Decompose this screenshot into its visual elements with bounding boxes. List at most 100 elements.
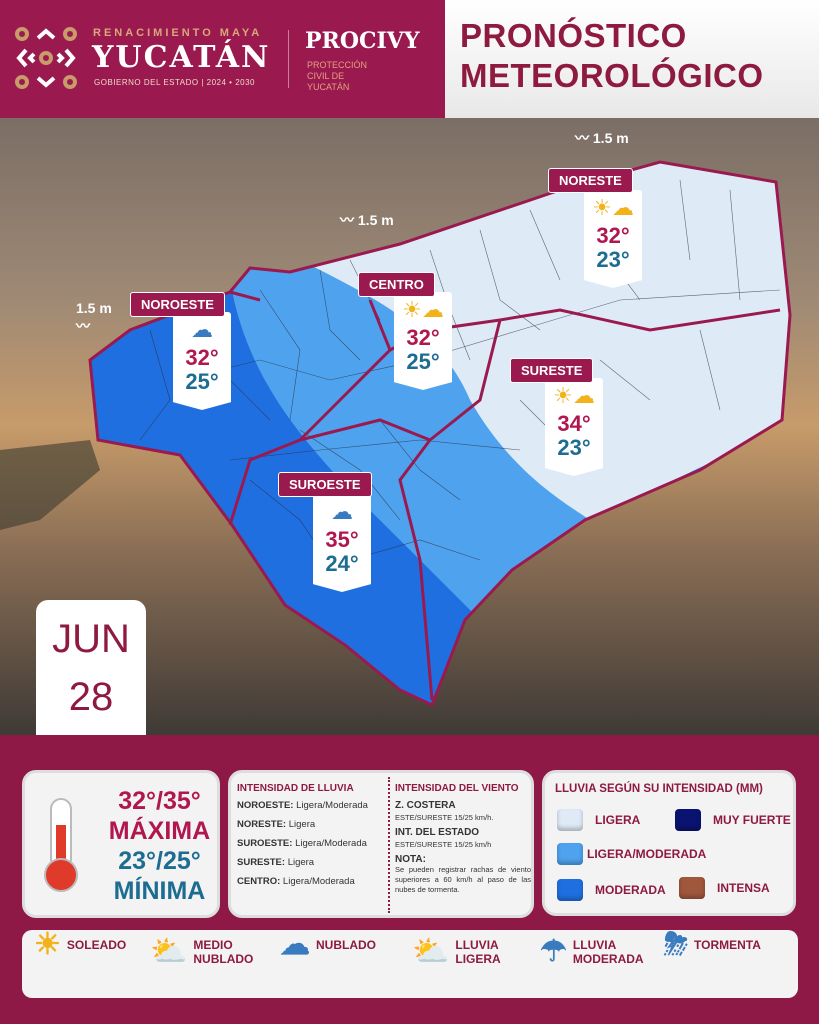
note-text: Se pueden registrar rachas de viento sup…	[395, 865, 531, 894]
region-tag-suroeste: ☁ 35° 24°	[313, 494, 371, 592]
wind-intensity: INTENSIDAD DEL VIENTO Z. COSTERA ESTE/SU…	[388, 777, 531, 913]
storm-icon: ⛈	[664, 928, 688, 961]
cloud-icon: ☁	[280, 928, 310, 961]
tagline: RENACIMIENTO MAYA	[93, 27, 263, 39]
legend-item: INTENSA	[679, 877, 770, 899]
interior-label: INT. DEL ESTADO	[395, 827, 480, 838]
partly-cloudy-icon: ⛅	[150, 935, 188, 968]
region-label-sureste: SURESTE	[510, 358, 594, 383]
min-temp: 23°	[557, 435, 591, 460]
agency-name: PROCIVY	[305, 28, 420, 54]
min-temp: 25°	[406, 349, 440, 374]
rain-intensity: INTENSIDAD DE LLUVIA NOROESTE: Ligera/Mo…	[237, 783, 387, 895]
min-temp: 23°	[596, 247, 630, 272]
interior-value: ESTE/SURESTE 15/25 km/h	[395, 840, 492, 849]
icon-label: LLUVIA MODERADA	[572, 938, 644, 966]
rain-item: CENTRO: Ligera/Moderada	[237, 876, 387, 887]
max-temp-label: MÁXIMA	[108, 817, 211, 845]
rain-region: NORESTE:	[237, 819, 287, 830]
temperature-card: 32°/35° MÁXIMA 23°/25° MÍNIMA	[22, 770, 220, 918]
rain-region: CENTRO:	[237, 876, 281, 887]
sun-icon: ☀	[34, 928, 61, 961]
max-temp: 34°	[557, 411, 591, 436]
rain-item: SURESTE: Ligera	[237, 857, 387, 868]
date-month: JUN	[52, 617, 130, 661]
rain-region: SURESTE:	[237, 857, 286, 868]
icon-label: LLUVIA LIGERA	[455, 938, 501, 966]
rain-value: Ligera/Moderada	[295, 838, 367, 849]
partly-cloudy-icon: ☀☁	[592, 195, 634, 220]
title-line-1: PRONÓSTICO	[460, 17, 687, 54]
rain-legend: LLUVIA SEGÚN SU INTENSIDAD (MM) LIGERA M…	[542, 770, 796, 916]
rain-moderate-icon: ☁	[331, 499, 353, 524]
date-day: 28	[68, 675, 114, 719]
icon-legend-item: ⛈ TORMENTA	[664, 928, 761, 961]
wave-height-n: 〰 1.5 m	[340, 212, 394, 228]
note-label: NOTA:	[395, 854, 426, 865]
rain-light-icon: ☀☁	[402, 297, 444, 322]
icon-legend-item: ☂ LLUVIA MODERADA	[540, 935, 649, 968]
icon-label: TORMENTA	[694, 938, 761, 952]
swatch	[557, 879, 583, 901]
title-line-2: METEOROLÓGICO	[460, 57, 764, 94]
rain-region: NOROESTE:	[237, 800, 294, 811]
max-temp: 32°	[406, 325, 440, 350]
min-temp-label: MÍNIMA	[113, 877, 206, 905]
wave-label: 1.5 m	[592, 130, 629, 146]
legend-label: MUY FUERTE	[713, 813, 791, 827]
yucatan-logo	[15, 27, 77, 89]
title-box	[445, 0, 819, 118]
icon-legend-item: ⛅ MEDIO NUBLADO	[150, 935, 254, 968]
rain-value: Ligera/Moderada	[296, 800, 368, 811]
rain-item: NOROESTE: Ligera/Moderada	[237, 800, 387, 811]
swatch	[557, 809, 583, 831]
wind-title: INTENSIDAD DEL VIENTO	[395, 783, 519, 794]
rain-moderate-icon: ☂	[540, 935, 567, 968]
region-tag-noreste: ☀☁ 32° 23°	[584, 190, 642, 288]
region-tag-sureste: ☀☁ 34° 23°	[545, 378, 603, 476]
rain-value: Ligera	[287, 857, 315, 868]
icon-legend-item: ☁ NUBLADO	[280, 928, 376, 961]
state-name: YUCATÁN	[92, 40, 271, 75]
region-label-noroeste: NOROESTE	[130, 292, 225, 317]
yucatan-map	[0, 160, 792, 707]
region-tag-noroeste: ☁ 32° 25°	[173, 312, 231, 410]
max-temp: 32°	[596, 223, 630, 248]
region-label-noreste: NORESTE	[548, 168, 633, 193]
icon-legend: ☀ SOLEADO ⛅ MEDIO NUBLADO ☁ NUBLADO ⛅ LLUVIA…	[22, 930, 798, 998]
icon-legend-item: ☀ SOLEADO	[34, 928, 127, 961]
rain-zone-ligera	[300, 162, 790, 520]
rain-moderate-icon: ☁	[191, 317, 213, 342]
wave-height-nw: 1.5 m 〰	[76, 300, 112, 334]
icon-label: SOLEADO	[66, 938, 127, 952]
rain-value: Ligera/Moderada	[282, 876, 355, 887]
thermometer-icon	[44, 798, 78, 892]
rain-light-icon: ⛅	[412, 935, 450, 968]
coast-value: ESTE/SURESTE 15/25 km/h.	[395, 813, 494, 822]
rain-region: SUROESTE:	[237, 838, 293, 849]
max-temp: 35°	[325, 527, 359, 552]
date-badge: JUN 28	[36, 600, 146, 735]
min-temp: 25°	[185, 369, 219, 394]
divider	[288, 30, 289, 88]
icon-label: NUBLADO	[316, 938, 376, 952]
rain-item: NORESTE: Ligera	[237, 819, 387, 830]
swatch	[679, 877, 705, 899]
min-temp-range: 23°/25°	[118, 847, 201, 875]
region-label-suroeste: SUROESTE	[278, 472, 372, 497]
partly-cloudy-icon: ☀☁	[553, 383, 595, 408]
page-title: PRONÓSTICO METEOROLÓGICO	[460, 16, 764, 96]
icon-label: MEDIO NUBLADO	[193, 938, 254, 966]
rain-value: Ligera	[288, 819, 316, 830]
wave-label: 1.5 m	[76, 300, 112, 316]
government-label: GOBIERNO DEL ESTADO | 2024 • 2030	[94, 78, 255, 87]
coast-land	[0, 440, 100, 530]
region-tag-centro: ☀☁ 32° 25°	[394, 292, 452, 390]
max-temp-range: 32°/35°	[118, 787, 201, 815]
swatch	[675, 809, 701, 831]
swatch	[557, 843, 583, 865]
coast-label: Z. COSTERA	[395, 800, 456, 811]
legend-item: LIGERA/MODERADA	[557, 843, 706, 865]
wave-height-ne: 〰 1.5 m	[575, 130, 629, 146]
icon-legend-item: ⛅ LLUVIA LIGERA	[412, 935, 505, 968]
